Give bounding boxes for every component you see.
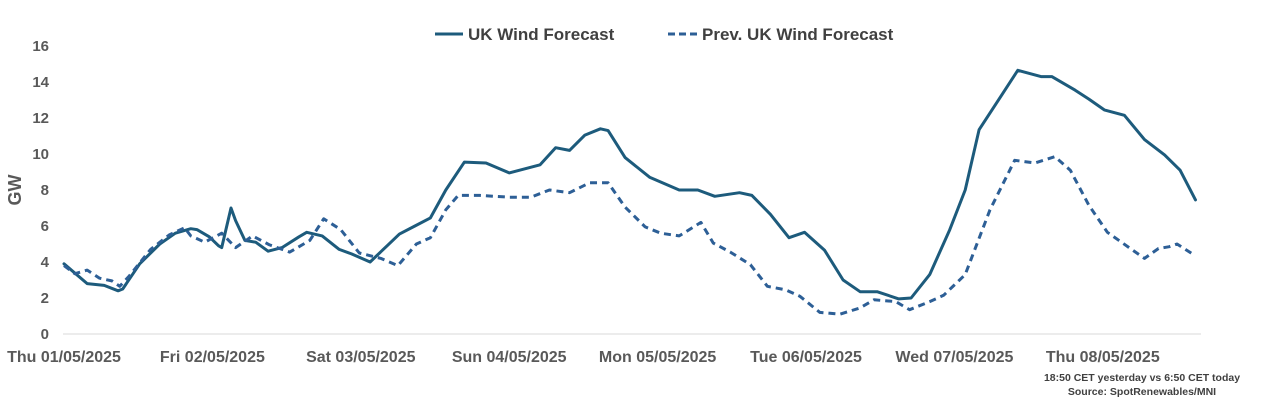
x-tick-label: Wed 07/05/2025 xyxy=(895,349,1013,366)
y-tick-label: 0 xyxy=(41,326,49,343)
x-tick-label: Sat 03/05/2025 xyxy=(306,349,416,366)
y-tick-label: 16 xyxy=(32,38,49,55)
timing-note: 18:50 CET yesterday vs 6:50 CET today xyxy=(1043,372,1241,384)
y-tick-label: 6 xyxy=(41,218,49,235)
y-tick-label: 8 xyxy=(41,182,49,199)
y-tick-label: 14 xyxy=(32,74,49,91)
x-tick-label: Mon 05/05/2025 xyxy=(599,349,717,366)
legend-label-prev-uk-wind-forecast: Prev. UK Wind Forecast xyxy=(702,25,894,44)
x-tick-label: Sun 04/05/2025 xyxy=(452,349,567,366)
x-tick-label: Thu 08/05/2025 xyxy=(1046,349,1160,366)
y-tick-label: 4 xyxy=(41,254,50,271)
series-line-prev-uk-wind-forecast xyxy=(63,155,1194,316)
x-tick-label: Fri 02/05/2025 xyxy=(160,349,265,366)
y-tick-label: 10 xyxy=(32,146,49,163)
x-tick-label: Thu 01/05/2025 xyxy=(7,349,121,366)
legend: UK Wind Forecast Prev. UK Wind Forecast xyxy=(435,25,894,44)
y-tick-label: 12 xyxy=(32,110,49,127)
y-axis-label: GW xyxy=(5,174,25,205)
source-note: Source: SpotRenewables/MNI xyxy=(1067,386,1217,398)
x-tick-label: Tue 06/05/2025 xyxy=(750,349,862,366)
y-tick-label: 2 xyxy=(41,290,49,307)
legend-label-uk-wind-forecast: UK Wind Forecast xyxy=(468,25,615,44)
series-line-uk-wind-forecast xyxy=(62,68,1197,301)
